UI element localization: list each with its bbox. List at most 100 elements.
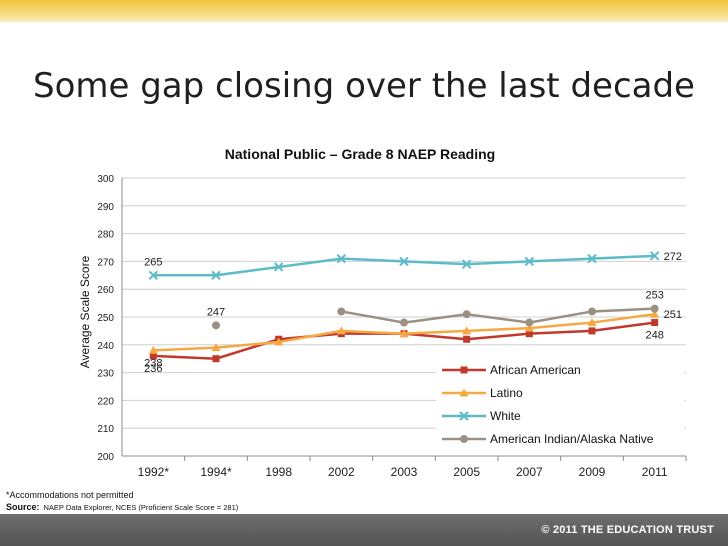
x-marker-stroke <box>524 256 535 267</box>
circle-marker <box>588 307 596 316</box>
square-marker <box>588 327 596 335</box>
data-label: 236 <box>144 363 162 375</box>
data-point <box>588 327 596 335</box>
series-white <box>148 251 660 281</box>
x-marker-stroke <box>211 270 221 281</box>
y-tick-label: 220 <box>97 396 114 407</box>
data-label: 238 <box>144 357 162 369</box>
y-tick-label: 300 <box>97 174 114 185</box>
footer-bar: © 2011 THE EDUCATION TRUST <box>0 514 728 546</box>
legend-item: Latino <box>442 386 523 400</box>
data-point <box>462 310 471 319</box>
x-tick-label: 1994* <box>200 465 232 479</box>
data-label: 251 <box>664 309 682 321</box>
triangle-marker <box>462 326 472 335</box>
data-point <box>274 337 284 346</box>
triangle-marker <box>587 318 597 327</box>
series-line <box>341 307 655 324</box>
legend-item: African American <box>442 363 581 377</box>
x-marker-stroke <box>649 251 660 261</box>
data-point <box>336 326 346 335</box>
y-tick-label: 240 <box>97 341 114 352</box>
data-point <box>524 323 534 332</box>
legend-marker <box>460 435 468 443</box>
series-line <box>153 321 655 360</box>
square-marker <box>651 319 659 327</box>
x-marker-stroke <box>336 253 347 264</box>
series-latino <box>148 309 660 354</box>
slide-title: Some gap closing over the last decade <box>33 66 695 106</box>
triangle-marker <box>148 345 158 354</box>
data-point <box>461 259 472 269</box>
source-note: Source: NAEP Data Explorer, NCES (Profici… <box>6 502 238 512</box>
legend-label: Latino <box>490 386 523 400</box>
x-marker-stroke <box>399 256 409 267</box>
y-tick-label: 270 <box>97 257 114 268</box>
data-point <box>211 343 221 352</box>
circle-marker <box>525 318 534 327</box>
legend-label: American Indian/Alaska Native <box>490 432 654 446</box>
y-axis-label: Average Scale Score <box>78 255 92 368</box>
data-point <box>212 321 220 330</box>
source-text: NAEP Data Explorer, NCES (Proficient Sca… <box>43 503 239 512</box>
y-tick-label: 280 <box>97 230 114 241</box>
circle-marker <box>337 307 346 316</box>
data-point <box>650 309 660 318</box>
data-point <box>463 335 471 343</box>
data-point <box>650 304 659 313</box>
data-point <box>337 307 346 316</box>
x-tick-label: 2002 <box>328 465 355 479</box>
y-tick-label: 290 <box>97 202 114 213</box>
data-label: 253 <box>645 290 663 302</box>
data-label: 248 <box>645 330 663 342</box>
circle-marker <box>212 321 220 330</box>
circle-marker <box>460 435 468 443</box>
y-tick-label: 250 <box>97 313 114 324</box>
data-point <box>525 330 533 338</box>
legend-label: African American <box>490 363 581 377</box>
data-point <box>649 251 660 261</box>
y-tick-label: 210 <box>97 424 114 435</box>
square-marker <box>212 355 220 363</box>
legend-marker <box>460 366 468 374</box>
square-marker <box>460 366 468 374</box>
legend-label: White <box>490 409 521 423</box>
series-line <box>153 254 655 277</box>
triangle-marker <box>650 309 660 318</box>
data-point <box>273 262 284 272</box>
data-point <box>400 318 408 327</box>
square-marker <box>525 330 533 338</box>
data-label: 265 <box>144 256 162 268</box>
data-point <box>336 253 347 264</box>
footnote: *Accommodations not permitted <box>6 490 134 500</box>
x-tick-label: 2011 <box>642 465 668 479</box>
source-label: Source: <box>6 502 40 512</box>
data-point <box>587 253 597 264</box>
legend-box <box>436 356 684 448</box>
legend-item: American Indian/Alaska Native <box>442 432 654 446</box>
x-marker-stroke <box>461 259 472 269</box>
circle-marker <box>650 304 659 313</box>
x-marker-stroke <box>273 262 284 272</box>
y-tick-label: 200 <box>97 452 114 463</box>
chart-title: National Public – Grade 8 NAEP Reading <box>225 146 495 162</box>
data-point <box>212 355 220 363</box>
data-point <box>525 318 534 327</box>
x-tick-label: 1998 <box>265 465 292 479</box>
data-point <box>399 329 409 338</box>
triangle-marker <box>211 343 221 352</box>
triangle-marker <box>336 326 346 335</box>
x-tick-label: 2009 <box>579 465 606 479</box>
triangle-marker <box>459 388 469 397</box>
x-tick-label: 2007 <box>516 465 543 479</box>
y-tick-label: 230 <box>97 369 114 380</box>
data-point <box>211 270 221 281</box>
top-accent-band <box>0 0 728 22</box>
x-marker-stroke <box>148 270 159 281</box>
data-point <box>148 270 159 281</box>
circle-marker <box>400 318 408 327</box>
data-point <box>149 352 157 360</box>
series-american-indian-alaska-native <box>212 304 659 330</box>
data-point <box>587 318 597 327</box>
